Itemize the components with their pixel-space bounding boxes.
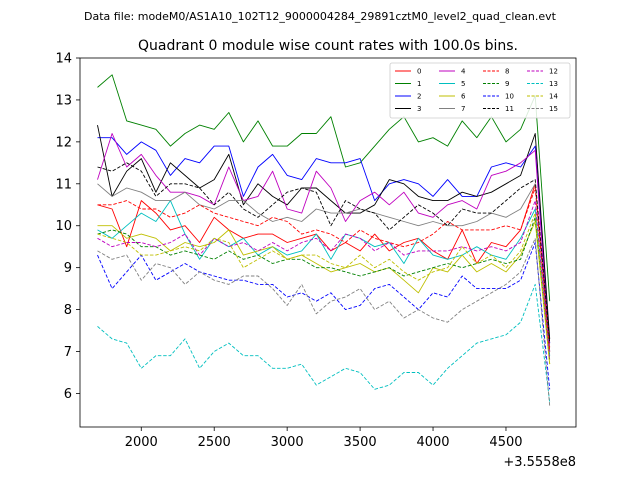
series-line-12 [97,200,551,360]
series-line-11 [97,162,551,344]
legend-label-5: 5 [461,80,465,88]
legend-label-3: 3 [417,105,421,113]
series-line-4 [97,133,551,352]
x-tick-label: 3000 [271,435,304,450]
series-line-13 [97,283,551,402]
file-label: Data file: modeM0/AS1A10_102T12_90000042… [84,10,557,23]
legend-label-11: 11 [505,105,514,113]
legend-label-7: 7 [461,105,465,113]
y-tick-label: 6 [64,387,72,402]
legend-label-12: 12 [549,68,558,76]
x-axis-ticks: 2000 2500 3000 3500 4000 4500 [125,427,523,450]
y-tick-label: 12 [55,135,72,150]
legend-label-0: 0 [417,68,421,76]
legend-label-13: 13 [549,80,558,88]
series-layer [97,74,551,407]
series-line-15 [97,237,551,407]
legend-label-15: 15 [549,105,558,113]
y-tick-label: 11 [55,177,72,192]
chart-title: Quadrant 0 module wise count rates with … [138,38,518,54]
legend-frame [389,62,571,119]
series-line-3 [97,125,551,339]
x-tick-label: 4000 [416,435,449,450]
series-line-1 [97,74,551,302]
legend-label-2: 2 [417,93,421,101]
series-line-7 [97,183,551,352]
x-offset-label: +3.5558e8 [503,455,576,470]
plot-frame [79,57,577,428]
legend-label-10: 10 [505,93,514,101]
x-tick-label: 4500 [489,435,522,450]
series-line-5 [97,200,551,356]
x-tick-label: 2000 [125,435,158,450]
x-tick-label: 2500 [198,435,231,450]
series-line-9 [97,216,551,360]
legend-label-4: 4 [461,68,466,76]
y-axis-ticks: 6 7 8 9 10 11 12 13 14 [55,52,80,402]
y-tick-label: 8 [64,303,72,318]
legend-label-1: 1 [417,80,421,88]
y-tick-label: 7 [64,345,72,360]
legend-label-8: 8 [505,68,509,76]
legend-label-6: 6 [461,93,466,101]
series-line-2 [97,137,551,344]
x-tick-label: 3500 [344,435,377,450]
y-tick-label: 13 [55,93,72,108]
legend-label-14: 14 [549,93,558,101]
series-line-8 [97,187,551,352]
y-tick-label: 10 [55,219,72,234]
y-tick-label: 9 [64,261,72,276]
legend-label-9: 9 [505,80,509,88]
series-line-14 [97,212,551,365]
y-tick-label: 14 [55,52,72,67]
series-line-0 [97,183,551,348]
